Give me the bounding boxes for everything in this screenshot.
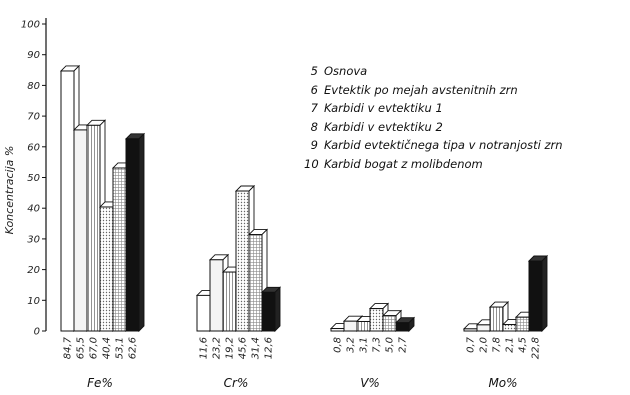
- bar: [260, 286, 282, 333]
- legend-text: Karbidi v evtektiku 2: [324, 119, 443, 134]
- y-tick-label: 60: [27, 142, 40, 153]
- value-label: 65,5: [76, 337, 87, 359]
- bar: [394, 316, 416, 333]
- value-label: 7,8: [492, 337, 503, 353]
- y-tick-label: 20: [27, 265, 40, 276]
- legend-number: 6: [310, 82, 318, 97]
- legend-item: 5 Osnova: [304, 62, 563, 81]
- legend-item: 9 Karbid evtektičnega tipa v notranjosti …: [304, 136, 563, 155]
- category-labels: Fe% Cr% V% Mo%: [87, 376, 517, 390]
- legend-number: 8: [310, 119, 318, 134]
- bar: [527, 254, 549, 333]
- value-label: 31,4: [251, 337, 262, 359]
- value-label: 11,6: [199, 337, 210, 359]
- bars: [59, 64, 549, 333]
- legend: 5 Osnova 6 Evtektik po mejah avstenitnih z…: [304, 62, 563, 174]
- category-label: Fe%: [87, 376, 113, 390]
- value-label: 45,6: [238, 337, 249, 359]
- legend-text: Evtektik po mejah avstenitnih zrn: [324, 82, 518, 97]
- value-label: 53,1: [115, 337, 126, 359]
- value-label: 0,7: [466, 336, 477, 353]
- legend-item: 8 Karbidi v evtektiku 2: [304, 118, 563, 137]
- legend-item: 6 Evtektik po mejah avstenitnih zrn: [304, 81, 563, 100]
- legend-item: 10 Karbid bogat z molibdenom: [304, 155, 563, 174]
- category-label: V%: [360, 376, 380, 390]
- value-label: 3,2: [346, 337, 357, 353]
- legend-number: 9: [310, 138, 318, 153]
- value-label: 0,8: [333, 337, 344, 353]
- value-label: 67,0: [89, 337, 100, 359]
- y-tick-label: 10: [27, 296, 40, 307]
- value-label: 2,7: [398, 336, 409, 353]
- y-tick-label: 80: [27, 81, 40, 92]
- value-label: 62,6: [128, 337, 139, 359]
- y-tick-label: 90: [27, 50, 40, 61]
- y-tick-label: 40: [27, 204, 40, 215]
- value-label: 12,6: [264, 337, 275, 359]
- value-label: 84,7: [63, 336, 74, 359]
- legend-item: 7 Karbidi v evtektiku 1: [304, 99, 563, 118]
- legend-number: 10: [304, 156, 319, 171]
- y-axis: 0 10 20 30 40 50 60 70 80 90 100: [21, 18, 47, 338]
- legend-text: Karbidi v evtektiku 1: [324, 101, 443, 116]
- bar: [124, 132, 146, 333]
- value-label: 40,4: [102, 337, 113, 359]
- value-label: 5,0: [385, 337, 396, 353]
- legend-text: Osnova: [324, 64, 368, 78]
- legend-text: Karbid bogat z molibdenom: [324, 156, 483, 171]
- value-label: 19,2: [225, 337, 236, 359]
- value-label: 2,1: [505, 337, 516, 353]
- y-tick-label: 70: [27, 112, 40, 123]
- y-tick-label: 100: [21, 20, 40, 31]
- y-axis-label: Koncentracija %: [3, 146, 16, 235]
- value-label: 2,0: [479, 337, 490, 353]
- value-label: 22,8: [531, 337, 542, 359]
- legend-number: 7: [310, 101, 318, 116]
- category-label: Cr%: [224, 376, 249, 390]
- category-label: Mo%: [488, 376, 517, 390]
- value-labels: 84,7 65,5 67,0 40,4 53,1 62,6 11,6 23,2 19,2 45,6…: [63, 336, 542, 359]
- legend-text: Karbid evtektičnega tipa v notranjosti z…: [324, 138, 563, 153]
- value-label: 7,3: [372, 337, 383, 353]
- legend-number: 5: [310, 64, 318, 78]
- value-label: 3,1: [359, 337, 370, 353]
- y-tick-label: 0: [34, 327, 40, 338]
- y-tick-label: 30: [27, 234, 40, 245]
- value-label: 4,5: [518, 337, 529, 353]
- value-label: 23,2: [212, 337, 223, 359]
- y-tick-label: 50: [27, 173, 40, 184]
